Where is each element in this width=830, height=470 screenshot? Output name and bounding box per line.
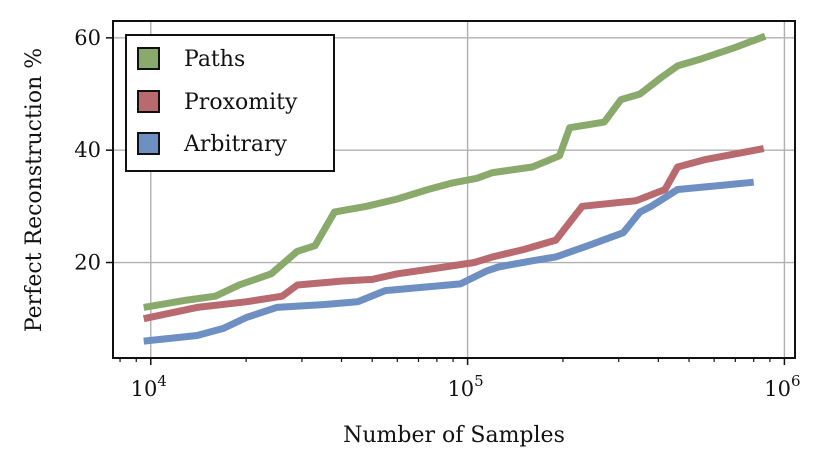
y-axis-label: Perfect Reconstruction %: [22, 48, 47, 332]
series-line-paths: [143, 32, 767, 311]
y-tick-label: 40: [74, 138, 101, 162]
legend-box: [125, 34, 335, 172]
series-line-arbitrary: [143, 178, 755, 345]
legend-label-proxomity: Proxomity: [184, 90, 298, 115]
plot-frame: [112, 20, 796, 359]
series-line-proxomity: [142, 145, 765, 323]
legend-swatch-proxomity: [137, 90, 160, 113]
x-tick-label: 105: [447, 372, 483, 401]
legend-label-arbitrary: Arbitrary: [183, 132, 288, 157]
x-tick-label: 104: [131, 372, 167, 401]
y-tick-label: 60: [74, 26, 101, 50]
y-tick-label: 20: [74, 251, 101, 275]
x-axis-label: Number of Samples: [343, 423, 565, 448]
x-tick-label: 106: [764, 372, 800, 401]
legend: Paths Proxomity Arbitrary: [125, 34, 335, 172]
legend-swatch-arbitrary: [137, 132, 160, 155]
series-lines: [142, 32, 767, 345]
legend-swatch-paths: [137, 47, 160, 70]
legend-label-paths: Paths: [184, 47, 245, 72]
